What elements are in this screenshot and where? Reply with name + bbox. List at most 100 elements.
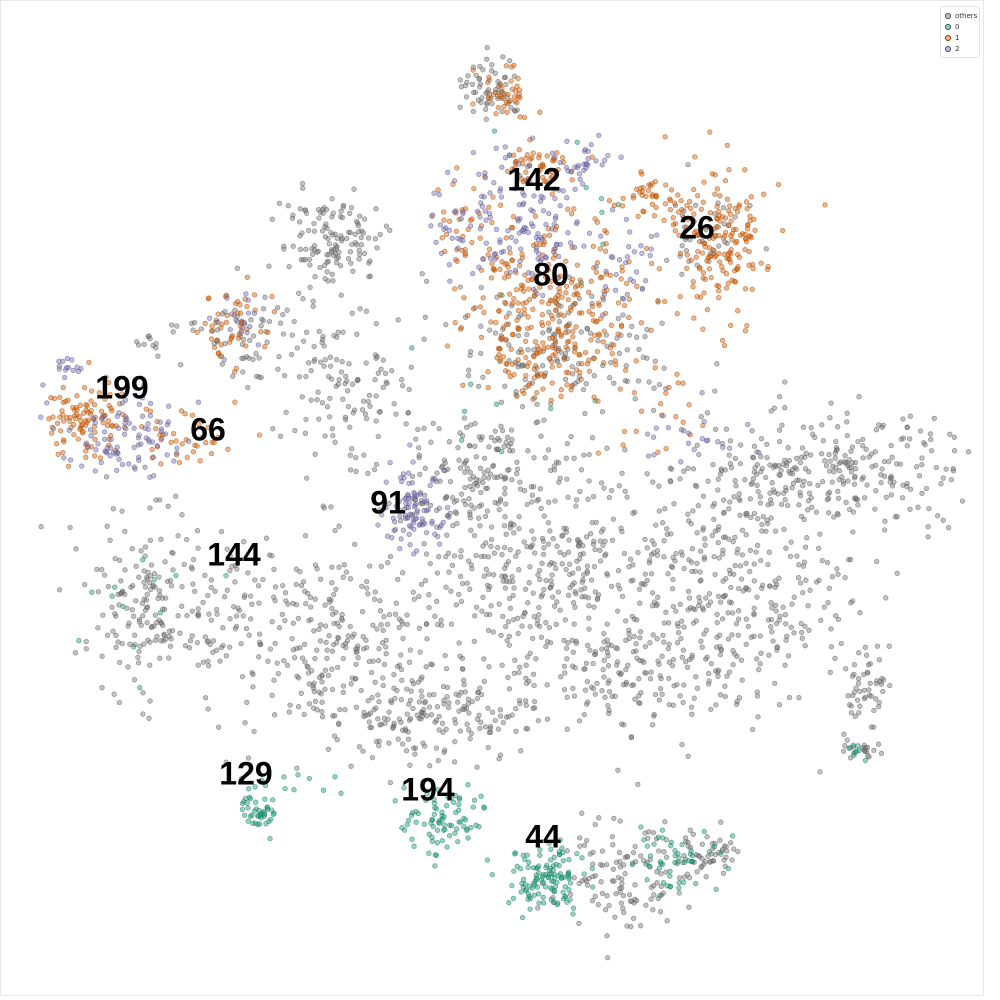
- data-point: [177, 630, 183, 636]
- data-point: [637, 923, 644, 929]
- data-point: [549, 364, 555, 370]
- data-point: [683, 248, 690, 254]
- data-point: [503, 99, 509, 105]
- data-point: [205, 706, 211, 712]
- data-point: [717, 651, 724, 658]
- data-point: [531, 613, 537, 620]
- data-point: [432, 531, 438, 537]
- data-point: [850, 509, 857, 515]
- data-point: [551, 603, 558, 609]
- data-point: [536, 900, 542, 906]
- data-point: [346, 361, 352, 367]
- data-point: [61, 418, 67, 424]
- data-point: [856, 650, 862, 656]
- data-point: [274, 304, 281, 311]
- data-point: [547, 297, 553, 304]
- data-point: [380, 682, 386, 689]
- data-point: [601, 657, 607, 663]
- data-point: [353, 661, 359, 668]
- data-point: [256, 600, 262, 606]
- data-point: [101, 414, 107, 420]
- data-point: [666, 675, 672, 682]
- data-point: [393, 600, 399, 606]
- data-point: [411, 551, 417, 557]
- data-point: [551, 463, 557, 469]
- data-point: [503, 314, 510, 320]
- data-point: [501, 544, 508, 551]
- data-point: [216, 724, 222, 730]
- data-point: [547, 584, 554, 591]
- data-point: [657, 893, 663, 899]
- data-point: [390, 725, 396, 731]
- data-point: [365, 591, 371, 597]
- data-point: [433, 239, 439, 246]
- data-point: [676, 885, 682, 891]
- data-point: [696, 602, 702, 609]
- data-point: [508, 64, 515, 70]
- data-point: [823, 463, 830, 469]
- data-point: [620, 195, 626, 202]
- data-point: [488, 434, 494, 441]
- data-point: [596, 331, 602, 337]
- data-point: [508, 346, 514, 352]
- data-point: [817, 769, 823, 775]
- data-point: [492, 256, 498, 262]
- data-point: [456, 692, 462, 699]
- data-point: [40, 382, 46, 388]
- data-point: [351, 631, 357, 637]
- data-point: [592, 821, 598, 828]
- data-point: [99, 684, 105, 691]
- data-point: [462, 501, 469, 508]
- data-point: [376, 645, 382, 652]
- data-point: [500, 248, 507, 255]
- data-point: [763, 474, 769, 481]
- data-point: [567, 561, 573, 567]
- data-point: [815, 482, 821, 489]
- data-point: [416, 445, 422, 451]
- data-point: [263, 535, 270, 541]
- data-point: [455, 699, 461, 705]
- data-point: [208, 450, 215, 457]
- data-point: [616, 257, 623, 263]
- data-point: [565, 549, 572, 555]
- data-point: [720, 235, 726, 241]
- data-point: [437, 817, 443, 823]
- data-point: [305, 227, 312, 234]
- data-point: [407, 697, 414, 703]
- data-point: [689, 711, 695, 717]
- data-point: [416, 593, 422, 600]
- data-point: [336, 523, 342, 529]
- data-point: [514, 466, 521, 472]
- data-point: [586, 357, 592, 363]
- data-point: [538, 433, 544, 439]
- data-point: [241, 539, 247, 545]
- data-point: [643, 861, 649, 867]
- data-point: [749, 261, 756, 268]
- data-point: [506, 579, 512, 585]
- data-point: [509, 574, 515, 580]
- data-point: [443, 494, 449, 500]
- data-point: [456, 591, 462, 598]
- data-point: [685, 753, 691, 759]
- data-point: [721, 251, 728, 257]
- data-point: [367, 563, 373, 569]
- data-point: [38, 524, 44, 530]
- data-point: [577, 843, 583, 849]
- data-point: [855, 502, 861, 508]
- data-point: [194, 639, 201, 646]
- data-point: [513, 728, 519, 734]
- data-point: [447, 478, 454, 485]
- data-point: [668, 187, 675, 193]
- data-point: [89, 589, 95, 595]
- data-point: [571, 244, 578, 250]
- data-point: [650, 434, 657, 440]
- data-point: [142, 544, 149, 550]
- data-point: [516, 263, 523, 269]
- data-point: [360, 230, 366, 236]
- data-point: [851, 475, 858, 481]
- data-point: [300, 185, 306, 191]
- data-point: [540, 551, 547, 558]
- data-point: [243, 625, 250, 632]
- data-point: [660, 413, 666, 419]
- data-point: [537, 576, 543, 583]
